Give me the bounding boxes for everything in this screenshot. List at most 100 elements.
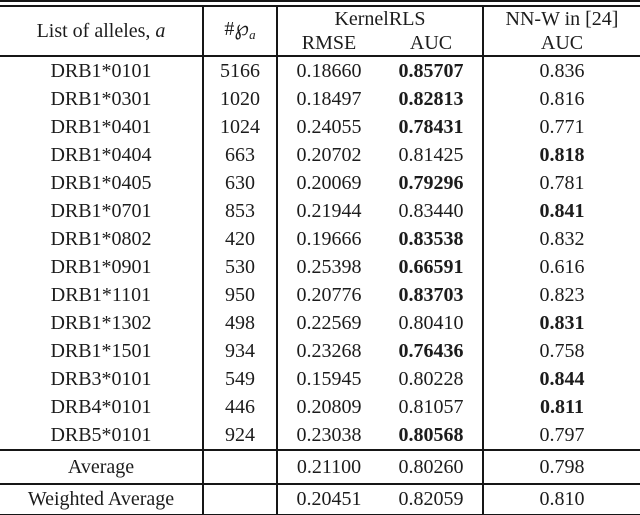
count-cell: 663: [203, 141, 278, 169]
count-cell: 420: [203, 225, 278, 253]
kernel-auc-cell: 0.79296: [380, 169, 484, 197]
rmse-cell: 0.18497: [296, 88, 362, 110]
rmse-cell: 0.19666: [296, 228, 362, 250]
header-nnw-group: NN-W in [24]: [505, 8, 619, 30]
allele-cell: DRB1*0405: [0, 169, 204, 197]
allele-cell: DRB1*0401: [0, 113, 204, 141]
kernel-auc-cell: 0.81425: [380, 141, 484, 169]
count-cell: 853: [203, 197, 278, 225]
nnw-auc-cell: 0.841: [539, 200, 585, 222]
count-cell: 446: [203, 393, 278, 421]
kernel-auc-cell: 0.83703: [380, 281, 484, 309]
count-cell: 934: [203, 337, 278, 365]
kernel-auc-cell: 0.80568: [380, 421, 484, 450]
count-cell: 530: [203, 253, 278, 281]
table-row: DRB1*0802 420 0.19666 0.83538 0.832: [0, 225, 640, 253]
kernel-auc-cell: 0.85707: [380, 56, 484, 85]
allele-cell: DRB1*0404: [0, 141, 204, 169]
count-cell: 549: [203, 365, 278, 393]
table-row: DRB1*1501 934 0.23268 0.76436 0.758: [0, 337, 640, 365]
table-body: DRB1*0101 5166 0.18660 0.85707 0.836 DRB…: [0, 56, 640, 514]
rmse-cell: 0.25398: [296, 256, 362, 278]
header-alleles-var: a: [155, 20, 166, 42]
top-double-rule: [0, 0, 640, 7]
count-subscript: a: [249, 26, 256, 42]
count-cell-empty: [203, 483, 278, 514]
kernel-auc-cell: 0.80260: [380, 449, 484, 484]
rmse-cell: 0.21100: [277, 449, 380, 484]
nnw-auc-cell: 0.797: [539, 424, 585, 446]
table-row: DRB3*0101 549 0.15945 0.80228 0.844: [0, 365, 640, 393]
nnw-auc-cell: 0.844: [539, 368, 585, 390]
rmse-cell: 0.20702: [296, 144, 362, 166]
kernel-auc-cell: 0.81057: [380, 393, 484, 421]
count-cell: 5166: [203, 56, 278, 85]
kernel-auc-cell: 0.76436: [380, 337, 484, 365]
kernel-auc-cell: 0.80228: [380, 365, 484, 393]
table-header: List of alleles, a #℘a KernelRLS NN-W in…: [0, 7, 640, 57]
kernel-auc-cell: 0.83538: [380, 225, 484, 253]
count-cell: 924: [203, 421, 278, 450]
rmse-cell: 0.20776: [296, 284, 362, 306]
header-rmse: RMSE: [277, 31, 380, 57]
rmse-cell: 0.22569: [296, 312, 362, 334]
allele-cell: DRB1*0301: [0, 85, 204, 113]
kernel-auc-cell: 0.82813: [380, 85, 484, 113]
table-row: DRB1*1302 498 0.22569 0.80410 0.831: [0, 309, 640, 337]
nnw-auc-cell: 0.816: [539, 88, 585, 110]
count-cell: 498: [203, 309, 278, 337]
header-count: #℘a: [203, 7, 278, 57]
table-row: DRB1*1101 950 0.20776 0.83703 0.823: [0, 281, 640, 309]
table-row: DRB1*0301 1020 0.18497 0.82813 0.816: [0, 85, 640, 113]
header-alleles: List of alleles, a: [0, 7, 204, 57]
table-row: DRB1*0701 853 0.21944 0.83440 0.841: [0, 197, 640, 225]
table-row: DRB5*0101 924 0.23038 0.80568 0.797: [0, 421, 640, 450]
rmse-cell: 0.20069: [296, 172, 362, 194]
count-cell: 1020: [203, 85, 278, 113]
nnw-auc-cell: 0.831: [539, 312, 585, 334]
summary-label: Average: [0, 449, 204, 484]
kernel-auc-cell: 0.66591: [380, 253, 484, 281]
nnw-auc-cell: 0.771: [539, 116, 585, 138]
count-cell-empty: [203, 449, 278, 484]
kernel-auc-cell: 0.83440: [380, 197, 484, 225]
rmse-cell: 0.23268: [296, 340, 362, 362]
table-row: DRB1*0401 1024 0.24055 0.78431 0.771: [0, 113, 640, 141]
table-row: DRB1*0404 663 0.20702 0.81425 0.818: [0, 141, 640, 169]
nnw-auc-cell: 0.832: [539, 228, 585, 250]
rmse-cell: 0.18660: [296, 60, 362, 82]
count-cell: 950: [203, 281, 278, 309]
count-cell: 630: [203, 169, 278, 197]
table-row: DRB1*0101 5166 0.18660 0.85707 0.836: [0, 56, 640, 85]
rmse-cell: 0.24055: [296, 116, 362, 138]
table-row: DRB4*0101 446 0.20809 0.81057 0.811: [0, 393, 640, 421]
table-row: DRB1*0901 530 0.25398 0.66591 0.616: [0, 253, 640, 281]
summary-label: Weighted Average: [0, 483, 204, 514]
allele-cell: DRB1*0701: [0, 197, 204, 225]
header-row-groups: List of alleles, a #℘a KernelRLS NN-W in…: [0, 7, 640, 57]
hash-symbol: #: [224, 17, 235, 40]
header-nnw-auc: AUC: [483, 31, 640, 57]
summary-row-average: Average 0.21100 0.80260 0.798: [0, 449, 640, 484]
kernel-auc-cell: 0.80410: [380, 309, 484, 337]
kernel-auc-cell: 0.82059: [380, 483, 484, 514]
nnw-auc-cell: 0.781: [539, 172, 585, 194]
rmse-cell: 0.20451: [277, 483, 380, 514]
allele-cell: DRB1*0101: [0, 56, 204, 85]
header-kernel-auc: AUC: [380, 31, 484, 57]
kernel-auc-cell: 0.78431: [380, 113, 484, 141]
allele-cell: DRB1*1501: [0, 337, 204, 365]
rmse-cell: 0.15945: [296, 368, 362, 390]
allele-cell: DRB1*0802: [0, 225, 204, 253]
nnw-auc-cell: 0.823: [539, 284, 585, 306]
rmse-cell: 0.23038: [296, 424, 362, 446]
nnw-auc-cell: 0.758: [539, 340, 585, 362]
allele-cell: DRB3*0101: [0, 365, 204, 393]
table-row: DRB1*0405 630 0.20069 0.79296 0.781: [0, 169, 640, 197]
header-kernelrls-group: KernelRLS: [277, 7, 484, 31]
allele-cell: DRB1*1101: [0, 281, 204, 309]
rmse-cell: 0.20809: [296, 396, 362, 418]
nnw-auc-cell: 0.811: [540, 396, 584, 418]
allele-cell: DRB5*0101: [0, 421, 204, 450]
